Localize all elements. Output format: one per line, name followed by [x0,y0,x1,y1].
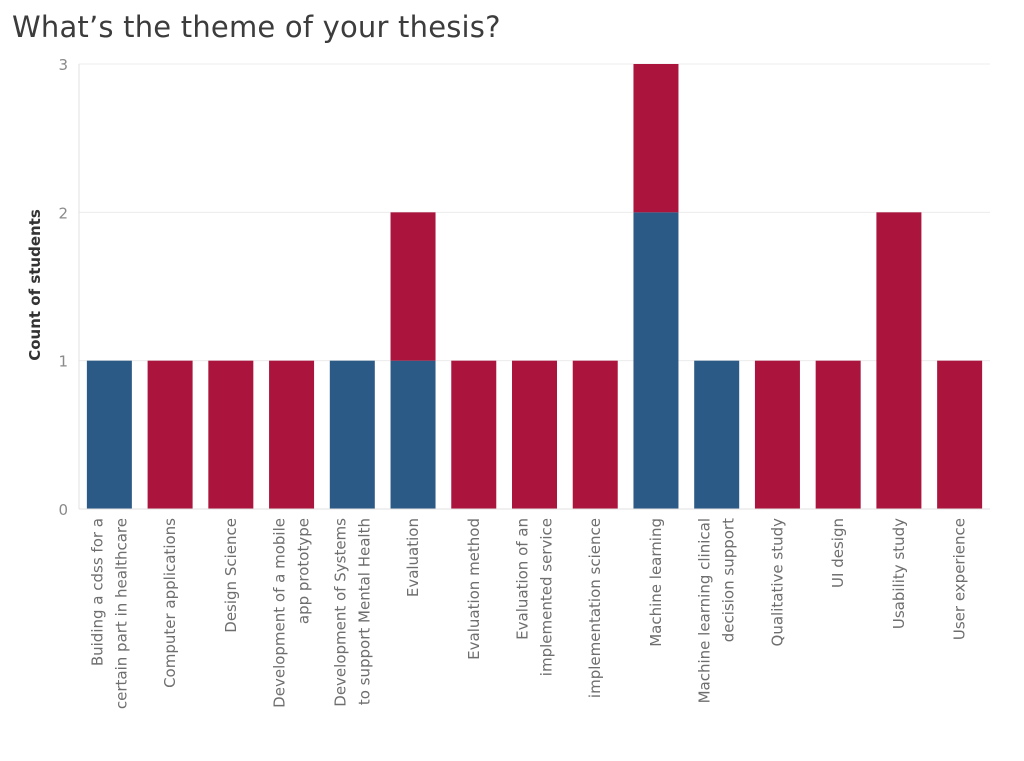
x-tick-label: Evaluation of an implemented service [514,518,556,676]
x-tick-label-line: Machine learning clinical [696,518,714,703]
bar-segment-red [754,360,800,509]
gridlines [79,63,990,362]
bar-segment-red [208,360,254,509]
x-tick-label-line: implementation science [586,518,604,698]
x-tick-label-line: Computer applications [161,518,179,688]
x-tick-label: UI design [829,518,847,588]
y-tick-label: 1 [58,353,68,371]
bar-segment-red [876,212,922,510]
bar-segment-red [451,360,497,509]
bar-segment-red [815,360,861,509]
x-tick-label: Qualitative study [768,518,786,647]
x-tick-label: Design Science [222,518,240,633]
bar-segment-blue [86,360,132,509]
x-tick-label-line: Buiding a cdss for a [88,518,106,666]
bar-segment-red [147,360,193,509]
x-tick-label: Evaluation [404,518,422,597]
y-tick-label: 3 [58,56,68,74]
x-tick-label-line: to support Mental Health [355,518,373,705]
bar-segment-red [269,360,315,509]
y-tick-labels: 0 1 2 3 [58,56,68,519]
bar-segment-red [633,64,679,213]
bar-segment-blue [390,360,436,509]
x-tick-label-line: Development of a mobile [271,518,289,708]
bars [86,64,983,510]
bar-segment-red [572,360,618,509]
bar-segment-red [390,212,436,361]
bar-segment-blue [329,360,375,509]
y-tick-label: 2 [58,204,68,222]
y-tick-label: 0 [58,501,68,519]
x-tick-label-line: Usability study [890,518,908,629]
x-tick-label: Evaluation method [465,518,483,660]
x-tick-label-line: UI design [829,518,847,588]
x-tick-label-line: certain part in healthcare [112,518,130,709]
chart-title: What’s the theme of your thesis? [12,10,501,44]
x-tick-label: Usability study [890,518,908,629]
x-tick-label-line: Evaluation [404,518,422,597]
x-tick-label: Buiding a cdss for a certain part in heal… [88,518,130,709]
x-tick-label-line: decision support [720,518,738,642]
x-tick-label: Machine learning clinical decision suppor… [696,518,738,703]
x-tick-label-line: Qualitative study [768,518,786,647]
x-tick-label-line: Machine learning [647,518,665,647]
x-tick-label-line: User experience [951,518,969,640]
bar-segment-blue [633,212,679,510]
x-tick-label: Development of Systems to support Mental … [331,518,373,707]
axes [78,64,990,510]
x-tick-label: User experience [951,518,969,640]
bar-segment-blue [694,360,740,509]
x-tick-label: Machine learning [647,518,665,647]
bar-segment-red [512,360,557,509]
x-tick-label: implementation science [586,518,604,698]
x-tick-label-line: Design Science [222,518,240,633]
x-tick-label-line: Evaluation of an [514,518,532,640]
x-tick-label: Development of a mobile app prototype [271,518,313,708]
x-tick-label-line: Development of Systems [331,518,349,707]
x-tick-label-line: Evaluation method [465,518,483,660]
x-tick-label: Computer applications [161,518,179,688]
x-tick-label-line: implemented service [538,518,556,676]
y-axis-title: Count of students [26,209,44,361]
bar-segment-red [937,360,983,509]
x-tick-label-line: app prototype [295,518,313,624]
x-category-labels: Buiding a cdss for a certain part in heal… [88,518,968,709]
